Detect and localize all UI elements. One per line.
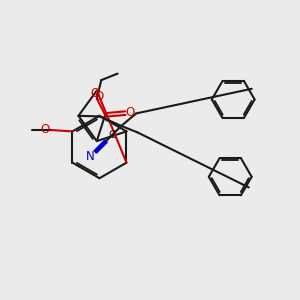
- Text: O: O: [90, 87, 100, 100]
- Text: N: N: [86, 150, 95, 163]
- Text: O: O: [125, 106, 134, 119]
- Text: O: O: [40, 123, 49, 136]
- Text: C: C: [108, 130, 116, 140]
- Text: O: O: [94, 90, 104, 103]
